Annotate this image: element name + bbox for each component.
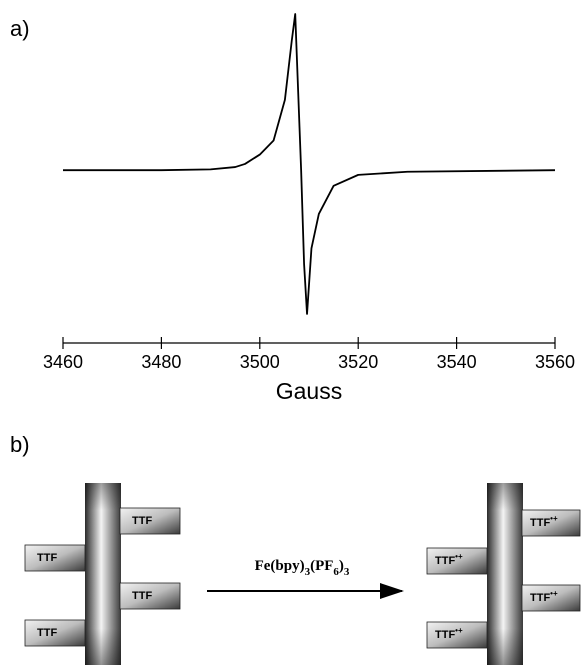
ttf-box (426, 621, 488, 649)
spectrum-line (63, 13, 556, 315)
ttf-box (24, 544, 86, 572)
reagent-sub: 6 (333, 566, 339, 578)
reagent-part: (PF (310, 558, 333, 574)
ttf-label: TTF•+ (530, 514, 558, 529)
ttf-charge: •+ (455, 552, 463, 561)
ttf-label: TTF•+ (435, 626, 463, 641)
reagent-sub: 3 (344, 566, 350, 578)
x-tick-label: 3540 (437, 352, 477, 372)
panel-label: a) (10, 16, 30, 41)
ttf-text: TTF (435, 555, 455, 567)
ttf-text: TTF (530, 592, 550, 604)
ttf-text: TTF (530, 517, 550, 529)
reagent-label: Fe(bpy)3(PF6)3 (255, 558, 350, 577)
ttf-label: TTF (132, 515, 152, 527)
ttf-box (119, 582, 181, 610)
ttf-box (119, 507, 181, 535)
ttf-label: TTF•+ (435, 552, 463, 567)
ttf-label: TTF (37, 627, 57, 639)
ttf-text: TTF (435, 629, 455, 641)
x-tick-label: 3520 (338, 352, 378, 372)
right-molecule: TTF•+ TTF•+ TTF•+ TTF•+ (426, 483, 581, 665)
x-tick-label: 3560 (535, 352, 575, 372)
ttf-box (521, 584, 581, 612)
ttf-label: TTF•+ (530, 589, 558, 604)
ttf-charge: •+ (550, 514, 558, 523)
ttf-box (521, 509, 581, 537)
reagent-part: ) (339, 558, 344, 574)
ttf-charge: •+ (455, 626, 463, 635)
core-shade (85, 483, 121, 665)
x-axis-title: Gauss (276, 378, 342, 404)
ttf-box (24, 619, 86, 647)
reagent-sub: 3 (305, 566, 311, 578)
ttf-label: TTF (132, 590, 152, 602)
x-tick-label: 3480 (141, 352, 181, 372)
ttf-label: TTF (37, 552, 57, 564)
left-molecule: TTF TTF TTF TTF (24, 483, 181, 665)
reagent-part: Fe(bpy) (255, 558, 305, 574)
ttf-box (426, 547, 488, 575)
x-tick-label: 3460 (43, 352, 83, 372)
panel-label: b) (10, 432, 30, 457)
ttf-charge: •+ (550, 589, 558, 598)
epr-chart: 3460 3480 3500 3520 3540 3560 Gauss (43, 13, 575, 404)
x-tick-label: 3500 (240, 352, 280, 372)
core-shade (487, 483, 523, 665)
